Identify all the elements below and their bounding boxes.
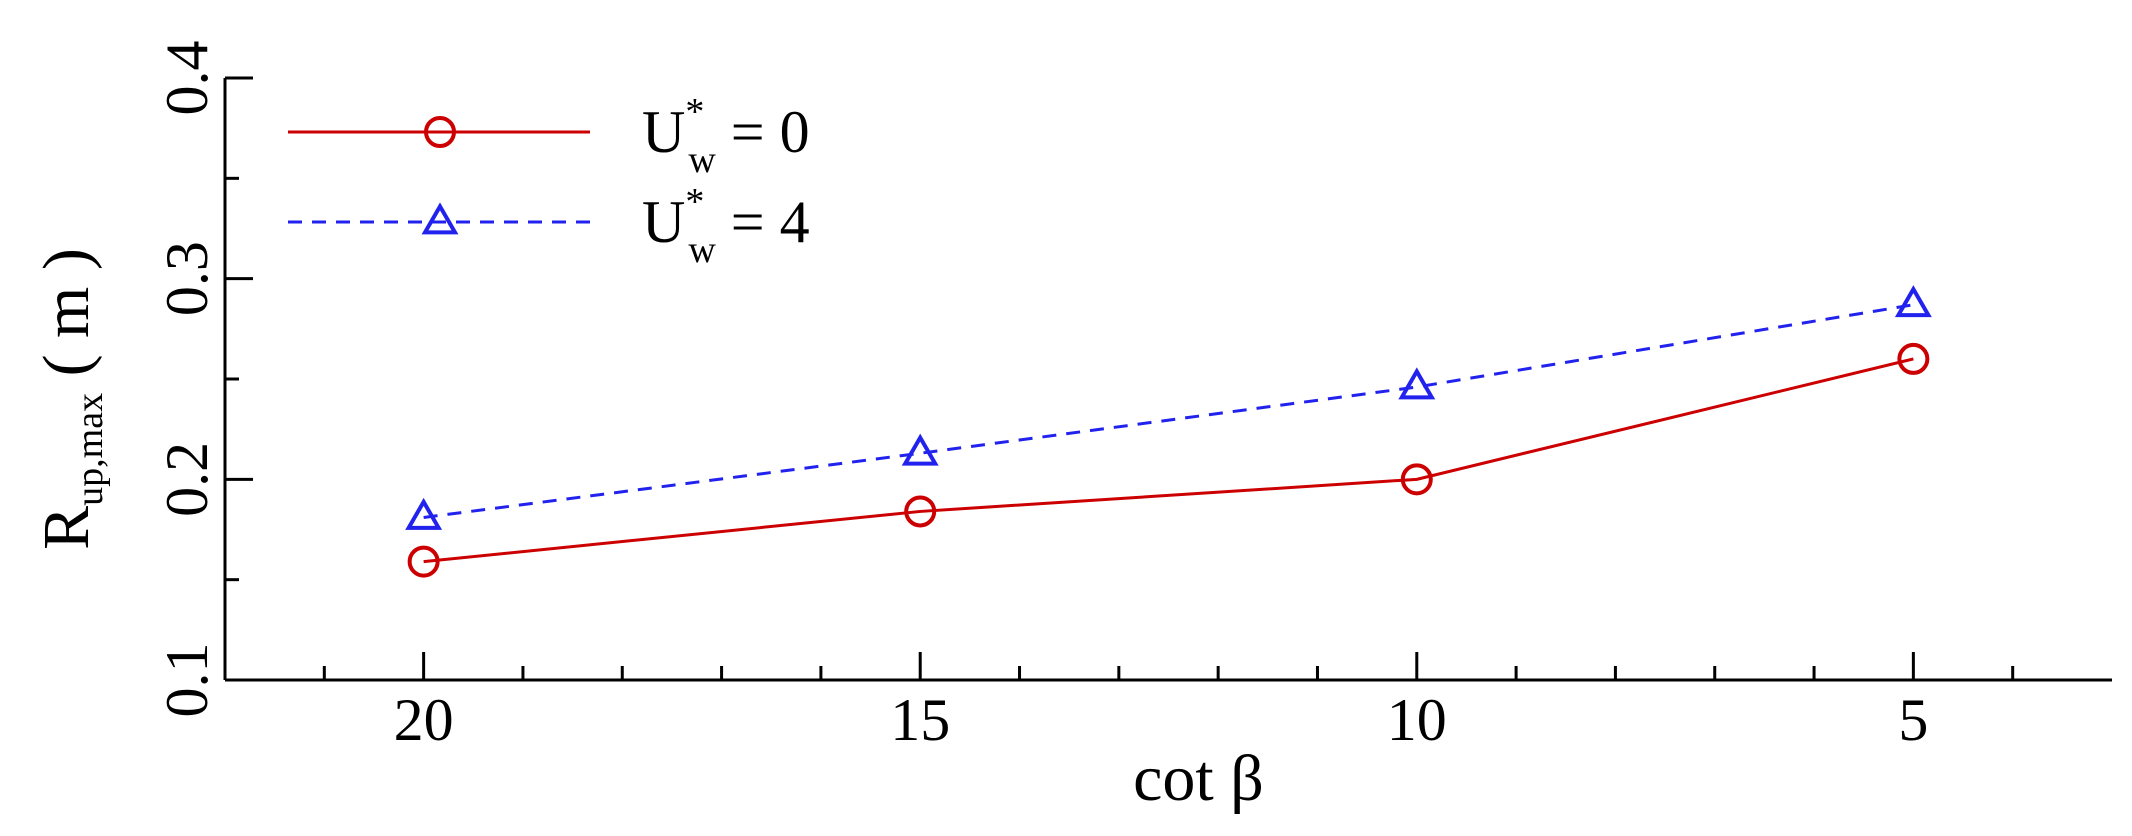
y-axis-title-unit: ( m ) <box>30 248 103 393</box>
y-axis-title-sub: up,max <box>69 393 111 506</box>
data-point <box>1400 463 1433 496</box>
y-tick-label: 0.3 <box>154 241 220 316</box>
legend-entry: U* w = 4 <box>288 181 810 271</box>
series-1 <box>405 285 1932 530</box>
x-axis-title: cot β <box>1133 742 1264 815</box>
series-layer <box>405 285 1932 578</box>
legend-label: U* w = 4 <box>642 181 810 271</box>
x-tick-label: 10 <box>1387 687 1447 753</box>
data-point <box>1897 342 1930 375</box>
data-point <box>1894 285 1932 318</box>
x-tick-label: 20 <box>394 687 454 753</box>
data-point <box>407 545 440 578</box>
data-point <box>904 495 937 528</box>
legend-entry: U* w = 0 <box>288 91 810 181</box>
y-tick-label: 0.4 <box>154 41 220 116</box>
y-tick-label: 0.2 <box>154 442 220 517</box>
legend-label: U* w = 0 <box>642 91 810 181</box>
data-point <box>1398 367 1436 400</box>
x-tick-label: 5 <box>1898 687 1928 753</box>
data-point <box>901 433 939 466</box>
x-tick-label: 15 <box>890 687 950 753</box>
data-point <box>405 497 443 530</box>
legend-marker <box>424 116 456 148</box>
series-line <box>423 303 1914 519</box>
y-tick-label: 0.1 <box>154 643 220 718</box>
y-axis-title-main: R <box>30 506 103 550</box>
legend-marker <box>421 202 459 235</box>
ticks: 20 15 10 5 0.1 0.2 0.3 0.4 <box>154 41 2015 753</box>
y-axis-title: Rup,max ( m ) <box>30 248 111 550</box>
series-0 <box>407 342 1930 578</box>
legend: U* w = 0U* w = 4 <box>288 91 810 271</box>
series-line <box>423 357 1914 564</box>
